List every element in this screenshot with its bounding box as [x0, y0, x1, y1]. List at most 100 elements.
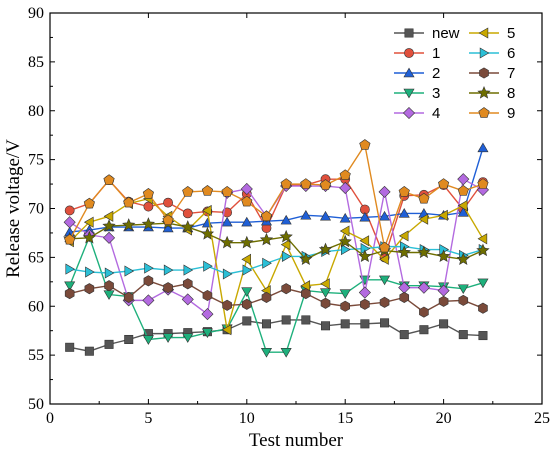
series-4-point	[378, 185, 391, 198]
series-9-point	[457, 185, 469, 196]
series-new-point	[281, 315, 291, 325]
series-5-point	[221, 324, 232, 336]
series-2-point	[359, 211, 371, 222]
y-tick-label: 70	[28, 201, 44, 218]
series-6-point	[104, 267, 115, 279]
series-7-point	[104, 280, 114, 292]
y-tick-label: 50	[28, 396, 44, 413]
series-8-point	[122, 218, 136, 231]
series-4-point	[181, 293, 194, 306]
legend-marker	[479, 67, 489, 79]
legend-label: 7	[507, 65, 515, 82]
x-tick-label: 5	[144, 410, 152, 427]
series-6-point	[85, 266, 95, 278]
series-7-point	[340, 300, 351, 312]
series-6-point	[262, 257, 272, 269]
y-tick-label: 90	[28, 5, 44, 22]
series-3-point	[64, 281, 76, 292]
series-2-point	[241, 216, 253, 227]
legend-marker	[403, 88, 415, 99]
legend-item-9: 9	[469, 105, 515, 122]
series-6-point	[340, 244, 351, 256]
legend-label: 4	[432, 105, 440, 122]
series-6-point	[65, 263, 76, 275]
legend-marker	[477, 86, 491, 99]
series-6-point	[144, 262, 154, 274]
y-tick-label: 60	[28, 298, 44, 315]
series-7-point	[478, 302, 488, 314]
series-8	[63, 216, 490, 265]
series-1-point	[163, 197, 173, 208]
series-9-point	[162, 214, 174, 225]
legend: new 1 2 3 4 5 6 7 8 9	[394, 25, 515, 122]
series-3-point	[477, 278, 489, 289]
series-8-point	[279, 229, 293, 243]
series-9-point	[221, 186, 233, 197]
legend-item-5: 5	[469, 25, 515, 42]
series-9-point	[83, 197, 95, 209]
x-tick-label: 20	[436, 410, 452, 427]
plot-area	[63, 139, 490, 358]
series-5-point	[300, 280, 311, 292]
series-new-point	[261, 319, 271, 329]
series-new-line	[69, 319, 483, 352]
series-8-point	[200, 226, 215, 240]
series-8-point	[476, 243, 490, 257]
series-new-point	[458, 330, 468, 340]
series-7-point	[242, 298, 252, 310]
series-6-point	[242, 264, 253, 276]
series-8-point	[436, 249, 451, 263]
series-2-point	[339, 212, 351, 223]
series-8-point	[338, 234, 352, 248]
legend-label: 5	[507, 25, 515, 42]
series-5-point	[241, 253, 251, 265]
legend-label: new	[432, 25, 460, 42]
series-4-point	[339, 181, 352, 194]
series-5-point	[418, 213, 429, 225]
series-9-point	[64, 233, 76, 245]
legend-item-6: 6	[469, 45, 515, 62]
series-8-point	[220, 235, 234, 249]
series-3-point	[319, 288, 332, 298]
series-3-point	[280, 347, 292, 358]
series-5-point	[202, 204, 212, 216]
legend-marker	[402, 106, 416, 120]
series-4-point	[476, 183, 489, 196]
series-8-point	[259, 232, 274, 246]
y-axis-title: Release voltage/V	[3, 139, 24, 278]
x-tick-label: 0	[46, 410, 54, 427]
series-7-point	[399, 291, 410, 303]
series-9-point	[241, 195, 253, 207]
series-4-point	[417, 281, 430, 294]
series-7-point	[143, 275, 154, 287]
series-3-point	[379, 275, 391, 286]
series-9-point	[339, 169, 351, 181]
series-3-point	[457, 284, 469, 295]
series-new-point	[242, 316, 252, 326]
series-1-point	[143, 201, 154, 212]
series-new-point	[360, 319, 370, 329]
series-4-point	[457, 173, 470, 186]
series-4-point	[142, 294, 155, 307]
series-1-point	[182, 208, 193, 219]
series-6-point	[203, 260, 213, 272]
series-4-point	[63, 216, 76, 229]
series-new-point	[439, 319, 449, 329]
series-9-point	[260, 210, 273, 222]
series-new-point	[84, 346, 94, 356]
series-3-point	[162, 333, 174, 343]
series-7-point	[281, 283, 291, 295]
legend-marker	[478, 27, 489, 39]
x-tick-label: 10	[239, 410, 255, 427]
legend-item-7: 7	[469, 65, 515, 82]
legend-label: 3	[432, 85, 440, 102]
legend-label: 9	[507, 105, 515, 122]
series-6-point	[124, 265, 135, 277]
series-9-point	[418, 192, 430, 204]
series-2-point	[379, 210, 391, 221]
series-8-point	[299, 252, 313, 265]
series-6-line	[69, 245, 484, 275]
series-4-point	[201, 308, 214, 321]
series-8-point	[141, 217, 156, 230]
